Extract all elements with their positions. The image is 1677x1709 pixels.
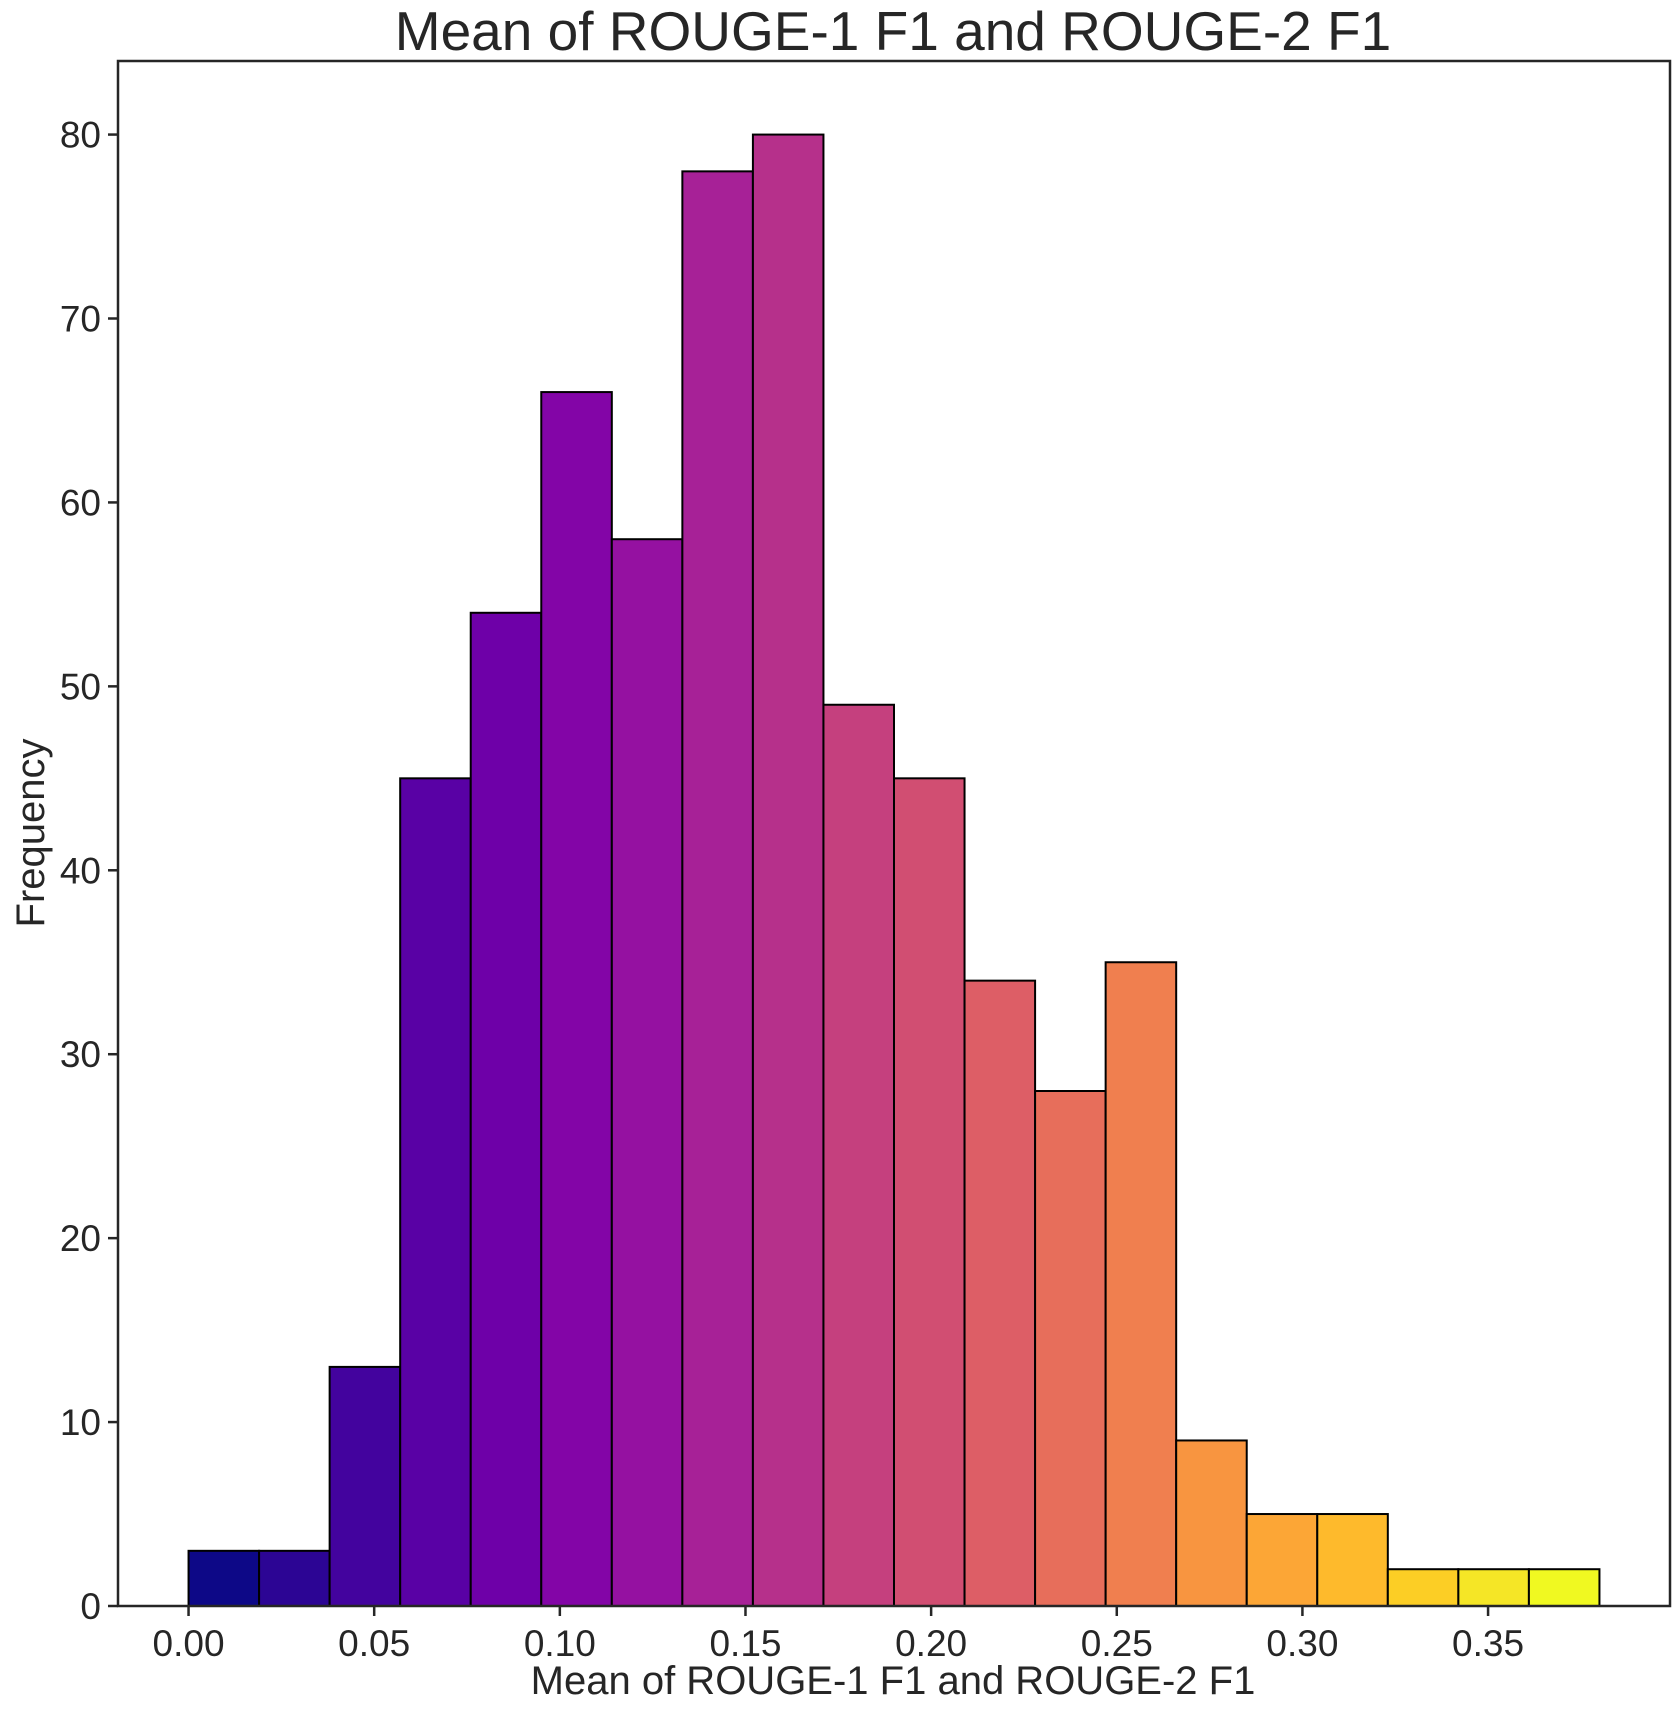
histogram-bar bbox=[399, 777, 472, 1607]
y-tick-label: 10 bbox=[60, 1402, 101, 1443]
x-axis-title: Mean of ROUGE-1 F1 and ROUGE-2 F1 bbox=[531, 1659, 1256, 1703]
histogram-bar bbox=[610, 538, 684, 1608]
x-tick-label: 0.30 bbox=[1266, 1623, 1338, 1664]
y-axis-title: Frequency bbox=[9, 739, 53, 928]
histogram-bar bbox=[822, 703, 895, 1607]
y-tick-label: 20 bbox=[60, 1218, 101, 1259]
histogram-bar bbox=[1104, 961, 1178, 1607]
histogram-bar bbox=[328, 1365, 402, 1607]
y-axis: 0 10 20 30 40 50 60 70 80 bbox=[60, 115, 118, 1627]
x-tick-label: 0.10 bbox=[524, 1623, 596, 1664]
y-tick-label: 0 bbox=[80, 1586, 101, 1627]
histogram-bar bbox=[681, 170, 754, 1607]
y-tick-label: 80 bbox=[60, 115, 101, 156]
histogram-bar bbox=[1457, 1568, 1530, 1607]
x-tick-label: 0.15 bbox=[709, 1623, 781, 1664]
x-tick-label: 0.25 bbox=[1081, 1623, 1153, 1664]
chart-title: Mean of ROUGE-1 F1 and ROUGE-2 F1 bbox=[395, 0, 1391, 62]
histogram-bar bbox=[1175, 1439, 1248, 1607]
x-tick-label: 0.05 bbox=[338, 1623, 410, 1664]
x-tick-label: 0.20 bbox=[895, 1623, 967, 1664]
histogram-bar bbox=[540, 391, 613, 1608]
y-tick-label: 40 bbox=[60, 850, 101, 891]
histogram-bar bbox=[963, 979, 1037, 1607]
y-tick-label: 70 bbox=[60, 299, 101, 340]
histogram-bar bbox=[893, 777, 966, 1607]
histogram-bar bbox=[1034, 1090, 1107, 1607]
y-tick-label: 30 bbox=[60, 1034, 101, 1075]
histogram-bar bbox=[1527, 1568, 1601, 1607]
plot-frame bbox=[116, 59, 1672, 1608]
histogram-bar bbox=[751, 133, 825, 1608]
x-tick-label: 0.00 bbox=[153, 1623, 225, 1664]
y-tick-label: 60 bbox=[60, 482, 101, 523]
histogram-bar bbox=[469, 611, 543, 1607]
histogram-bar bbox=[1316, 1513, 1389, 1608]
y-tick-label: 50 bbox=[60, 666, 101, 707]
histogram-bar bbox=[1386, 1568, 1460, 1607]
histogram-bar bbox=[187, 1549, 261, 1607]
x-axis: 0.00 0.05 0.10 0.15 0.20 0.25 0.30 0.35 bbox=[153, 1606, 1524, 1664]
histogram-bar bbox=[1245, 1513, 1319, 1608]
bars-group bbox=[187, 133, 1601, 1608]
x-tick-label: 0.35 bbox=[1452, 1623, 1524, 1664]
histogram-bar bbox=[258, 1549, 331, 1607]
